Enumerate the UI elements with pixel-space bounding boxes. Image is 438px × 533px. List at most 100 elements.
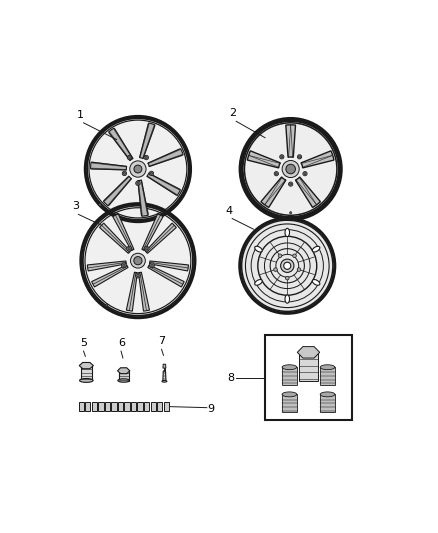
Circle shape — [105, 304, 108, 306]
Bar — [265, 335, 352, 420]
Ellipse shape — [162, 381, 167, 382]
Ellipse shape — [118, 379, 130, 382]
Circle shape — [303, 172, 307, 176]
Circle shape — [150, 263, 155, 268]
Circle shape — [298, 156, 300, 158]
Circle shape — [297, 155, 302, 159]
Ellipse shape — [254, 279, 262, 285]
Bar — [81, 366, 92, 381]
Text: 5: 5 — [80, 338, 87, 348]
Polygon shape — [113, 214, 134, 251]
Bar — [105, 402, 110, 411]
Circle shape — [286, 276, 289, 280]
Polygon shape — [286, 125, 296, 157]
Circle shape — [289, 182, 293, 186]
Ellipse shape — [80, 378, 93, 382]
Circle shape — [149, 171, 154, 176]
Polygon shape — [99, 223, 131, 253]
Polygon shape — [126, 272, 138, 311]
Circle shape — [134, 165, 142, 173]
Circle shape — [121, 263, 126, 268]
Polygon shape — [247, 151, 280, 168]
Polygon shape — [92, 265, 128, 287]
Text: 8: 8 — [227, 374, 235, 383]
Bar — [164, 402, 169, 411]
Circle shape — [122, 171, 127, 176]
Bar — [111, 402, 117, 411]
Bar — [151, 402, 156, 411]
Circle shape — [131, 253, 145, 268]
Circle shape — [136, 181, 140, 185]
Polygon shape — [297, 346, 320, 358]
Bar — [78, 402, 84, 411]
Bar — [299, 352, 318, 381]
Circle shape — [145, 156, 148, 159]
Circle shape — [290, 212, 292, 214]
Polygon shape — [87, 261, 126, 271]
Circle shape — [128, 247, 131, 250]
Ellipse shape — [282, 365, 297, 370]
Circle shape — [144, 246, 149, 251]
Polygon shape — [140, 123, 155, 159]
Circle shape — [293, 254, 297, 257]
Circle shape — [123, 264, 125, 266]
Ellipse shape — [282, 392, 297, 397]
Ellipse shape — [320, 365, 335, 370]
Circle shape — [274, 172, 279, 176]
Ellipse shape — [312, 279, 320, 285]
Text: 9: 9 — [208, 403, 215, 414]
Circle shape — [290, 183, 292, 185]
Circle shape — [275, 173, 277, 175]
Polygon shape — [149, 261, 188, 271]
Bar — [119, 370, 129, 381]
Polygon shape — [103, 176, 131, 206]
Polygon shape — [163, 371, 166, 381]
Polygon shape — [148, 265, 184, 287]
Text: 3: 3 — [72, 201, 79, 212]
Circle shape — [134, 256, 142, 265]
Bar — [85, 402, 90, 411]
Circle shape — [144, 155, 148, 160]
Polygon shape — [79, 362, 93, 369]
Bar — [282, 394, 297, 413]
Polygon shape — [117, 368, 130, 374]
Text: 2: 2 — [230, 108, 237, 118]
Text: 1: 1 — [77, 110, 84, 120]
Circle shape — [89, 120, 187, 217]
Bar — [320, 394, 335, 413]
Polygon shape — [301, 151, 334, 168]
Polygon shape — [91, 162, 127, 170]
Circle shape — [137, 274, 139, 277]
Bar — [131, 402, 136, 411]
Polygon shape — [138, 272, 149, 311]
Circle shape — [135, 273, 140, 278]
Polygon shape — [148, 149, 183, 167]
Ellipse shape — [312, 246, 320, 252]
Circle shape — [280, 155, 284, 159]
Circle shape — [278, 254, 282, 257]
Text: 4: 4 — [226, 206, 233, 215]
Polygon shape — [261, 177, 286, 207]
Circle shape — [85, 208, 191, 313]
Circle shape — [281, 259, 294, 272]
Bar — [157, 402, 162, 411]
Polygon shape — [138, 180, 148, 216]
Polygon shape — [296, 177, 321, 207]
Polygon shape — [109, 128, 133, 160]
Circle shape — [297, 268, 301, 271]
Circle shape — [281, 156, 283, 158]
Circle shape — [286, 164, 296, 174]
Polygon shape — [147, 173, 180, 196]
Circle shape — [282, 160, 299, 177]
Circle shape — [130, 161, 146, 177]
Ellipse shape — [254, 246, 262, 252]
Polygon shape — [142, 214, 163, 251]
Ellipse shape — [320, 392, 335, 397]
Polygon shape — [163, 364, 166, 368]
Bar — [98, 402, 103, 411]
Circle shape — [127, 155, 132, 160]
Circle shape — [274, 268, 277, 271]
Circle shape — [284, 262, 291, 269]
Text: 7: 7 — [158, 336, 165, 346]
Circle shape — [145, 247, 148, 250]
